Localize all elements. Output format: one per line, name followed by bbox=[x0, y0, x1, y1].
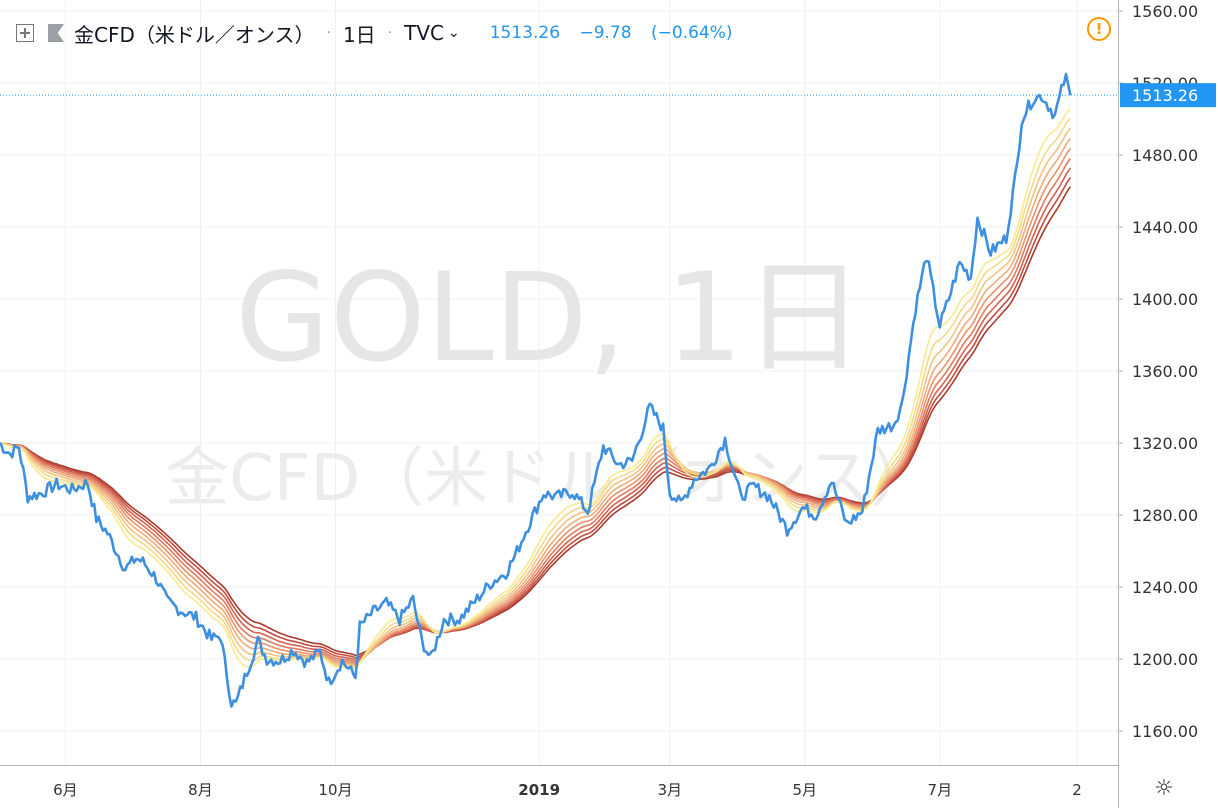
ema-ribbon-line-30 bbox=[0, 128, 1071, 668]
last-price-value: 1513.26 bbox=[489, 23, 561, 43]
y-tick-label: 1400.00 bbox=[1132, 290, 1198, 309]
ema-ribbon-line-20 bbox=[0, 108, 1071, 670]
ema-ribbon-line-50 bbox=[0, 167, 1072, 661]
symbol-name[interactable]: 金CFD（米ドル／オンス） bbox=[74, 22, 315, 47]
interval-label[interactable]: 1日 bbox=[342, 22, 376, 47]
legend-separator: · bbox=[326, 25, 331, 41]
y-tick-label: 1280.00 bbox=[1132, 506, 1198, 525]
y-tick-label: 1160.00 bbox=[1132, 722, 1198, 741]
x-tick-label: 7月 bbox=[928, 781, 953, 799]
y-tick-label: 1200.00 bbox=[1132, 650, 1198, 669]
exclamation-circle-icon[interactable]: ! bbox=[1087, 17, 1111, 41]
y-tick-label: 1320.00 bbox=[1132, 434, 1198, 453]
x-tick-label: 3月 bbox=[657, 781, 682, 799]
x-tick-label: 6月 bbox=[53, 781, 78, 799]
ema-ribbon-line-55 bbox=[0, 177, 1072, 659]
last-price-label: 1513.26 bbox=[1132, 86, 1198, 105]
price-change-percent: (−0.64%) bbox=[650, 23, 733, 43]
x-tick-label: 5月 bbox=[793, 781, 818, 799]
ema-ribbon-line-25 bbox=[0, 118, 1071, 669]
x-tick-label: 2019 bbox=[518, 781, 560, 799]
x-tick-label: 2 bbox=[1072, 781, 1082, 799]
chevron-down-icon[interactable]: ⌄ bbox=[448, 25, 460, 41]
x-tick-label: 8月 bbox=[188, 781, 213, 799]
price-series-line bbox=[0, 72, 1072, 708]
flag-icon bbox=[48, 24, 64, 42]
chart-legend: 金CFD（米ドル／オンス） · 1日 · TVC ⌄ 1513.26 −9.78… bbox=[16, 20, 747, 47]
ema-ribbon-line-35 bbox=[0, 138, 1072, 666]
last-price-label-bg bbox=[1120, 83, 1216, 108]
ema-ribbon-line-40 bbox=[0, 148, 1072, 665]
plus-square-icon[interactable] bbox=[16, 24, 34, 42]
legend-separator: · bbox=[387, 25, 393, 41]
y-tick-label: 1360.00 bbox=[1132, 362, 1198, 381]
source-label[interactable]: TVC bbox=[404, 21, 444, 45]
y-tick-label: 1240.00 bbox=[1132, 578, 1198, 597]
y-tick-label: 1480.00 bbox=[1132, 146, 1198, 165]
y-tick-label: 1560.00 bbox=[1132, 2, 1198, 21]
gear-icon[interactable]: ☼ bbox=[1154, 776, 1174, 801]
ema-ribbon-line-45 bbox=[0, 158, 1072, 663]
legend-values: 1513.26 −9.78 (−0.64%) bbox=[490, 23, 747, 43]
x-tick-label: 10月 bbox=[318, 781, 352, 799]
y-tick-label: 1440.00 bbox=[1132, 218, 1198, 237]
price-axis bbox=[1118, 0, 1218, 808]
price-change-value: −9.78 bbox=[579, 23, 632, 43]
watermark-title: GOLD, 1日 bbox=[235, 247, 865, 389]
